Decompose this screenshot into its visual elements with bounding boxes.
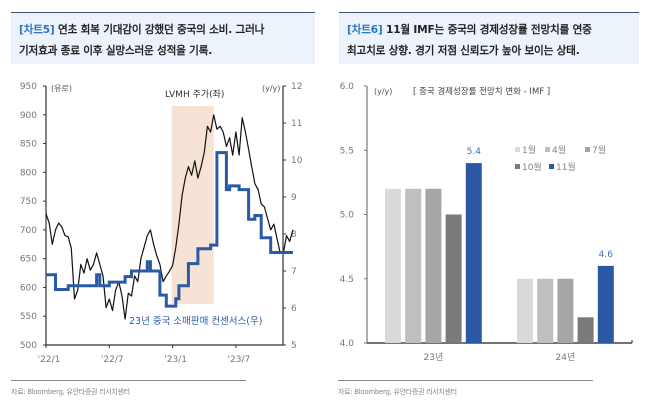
legend-swatch [585, 147, 590, 152]
bar-1월-23년 [385, 188, 401, 343]
bar-1월-24년 [517, 278, 533, 343]
shaded-period [171, 106, 214, 304]
series-line-lvmh [45, 114, 294, 320]
bar-7월-24년 [557, 278, 574, 343]
bar-4월-24년 [537, 278, 554, 343]
bar-y-tick-label: 4.0 [340, 339, 355, 349]
left-tick-label: 950 [20, 82, 37, 92]
right-tick-label: 7 [291, 267, 297, 277]
bar-group: 23년 24년 5.4 4.6 [385, 147, 614, 363]
right-tick-label: 11 [291, 119, 302, 129]
chart5-caption: [차트5] 연초 회복 기대감이 강했던 중국의 소비. 그러나 기저효과 종료… [11, 12, 315, 64]
x-tick-label: '23/1 [164, 355, 187, 365]
chart6-source: 자료: Bloomberg, 유안타증권 리서치센터 [338, 388, 457, 396]
bar-data-label: 5.4 [467, 147, 482, 157]
retail-consensus-annotation: 23년 중국 소매판매 컨센서스(우) [129, 316, 262, 327]
chart5-tag: [차트5] [19, 24, 55, 36]
chart5-panel: [차트5] 연초 회복 기대감이 강했던 중국의 소비. 그러나 기저효과 종료… [11, 12, 315, 396]
chart6-caption: [차트6] 11월 IMF는 중국의 경제성장률 전망치를 연중 최고치로 상향… [339, 12, 639, 64]
left-tick-label: 700 [20, 226, 37, 236]
bar-10월-23년 [445, 214, 462, 343]
lvmh-annotation: LVMH 주가(좌) [165, 89, 224, 100]
bar-category-label: 23년 [424, 352, 444, 363]
left-tick-label: 550 [20, 312, 37, 322]
legend-swatch [549, 164, 554, 169]
bar-legend: 1월 4월 7월 10월 11월 [515, 144, 606, 173]
x-tick-label: '23/7 [228, 355, 251, 365]
bar-10월-24년 [577, 317, 594, 343]
bar-4월-23년 [405, 188, 422, 343]
bar-11월-23년 [465, 163, 482, 343]
legend-swatch [515, 164, 520, 169]
legend-swatch [515, 147, 520, 152]
bar-chart-title: [ 중국 경제성장률 전망치 변화 - IMF ] [413, 86, 550, 97]
right-tick-label: 8 [291, 230, 297, 240]
bar-7월-23년 [425, 188, 442, 343]
right-tick-label: 12 [291, 82, 302, 92]
legend-label: 1월 [522, 144, 536, 156]
series-line-retail-consensus [46, 151, 293, 308]
legend-swatch [545, 147, 550, 152]
chart6-caption-line1: 11월 IMF는 중국의 경제성장률 전망치를 연중 [386, 24, 592, 36]
bar-y-tick-label: 5.0 [340, 211, 355, 221]
right-tick-label: 6 [291, 304, 297, 314]
line-chart-axes: 500 550 600 650 700 750 800 850 900 950 5 6 7 8 9 10 11 1… [20, 82, 303, 365]
chart5-source-divider [11, 380, 246, 381]
right-tick-label: 5 [291, 341, 297, 351]
bar-y-tick-label: 5.5 [340, 146, 354, 156]
bar-11월-24년 [597, 265, 614, 343]
left-axis-unit: (유로) [51, 84, 72, 93]
chart5-source: 자료: Bloomberg, 유안타증권 리서치센터 [11, 388, 130, 396]
bar-data-label: 4.6 [599, 250, 614, 260]
right-tick-label: 10 [291, 156, 303, 166]
left-tick-label: 600 [20, 283, 37, 293]
chart6-source-divider [338, 380, 593, 381]
chart6-panel: [차트6] 11월 IMF는 중국의 경제성장률 전망치를 연중 최고치로 상향… [335, 0, 670, 401]
legend-label: 4월 [552, 144, 566, 156]
x-tick-label: '22/7 [101, 355, 124, 365]
chart5-caption-line1: 연초 회복 기대감이 강했던 중국의 소비. 그러나 [58, 24, 265, 36]
left-tick-label: 850 [20, 140, 37, 150]
bar-chart-axes: 4.0 4.5 5.0 5.5 6.0 [340, 82, 633, 349]
chart5-caption-line2: 기저효과 종료 이후 실망스러운 성적을 기록. [19, 45, 213, 57]
left-tick-label: 650 [20, 255, 37, 265]
right-axis-unit: (y/y) [262, 84, 280, 93]
left-tick-label: 800 [20, 168, 37, 178]
bar-y-tick-label: 4.5 [340, 275, 354, 285]
right-tick-label: 9 [291, 193, 297, 203]
legend-label: 7월 [592, 144, 606, 156]
bar-category-label: 24년 [556, 352, 576, 363]
chart6-tag: [차트6] [347, 24, 383, 36]
left-tick-label: 750 [20, 197, 37, 207]
lvmh-retail-line-chart: 500 550 600 650 700 750 800 850 900 950 5 6 7 8 9 10 11 1… [20, 82, 303, 365]
x-tick-label: '22/1 [38, 355, 61, 365]
left-tick-label: 500 [20, 341, 37, 351]
left-tick-label: 900 [20, 111, 37, 121]
bar-y-unit: (y/y) [374, 87, 392, 96]
imf-growth-bar-chart: 4.0 4.5 5.0 5.5 6.0 23년 24년 5.4 4.6 [ 중국 경제성장률 … [340, 82, 633, 363]
chart6-caption-line2: 최고치로 상향. 경기 저점 신뢰도가 높아 보이는 상태. [347, 45, 580, 57]
legend-label: 10월 [522, 161, 542, 173]
legend-label: 11월 [556, 161, 576, 173]
bar-y-tick-label: 6.0 [340, 82, 355, 92]
